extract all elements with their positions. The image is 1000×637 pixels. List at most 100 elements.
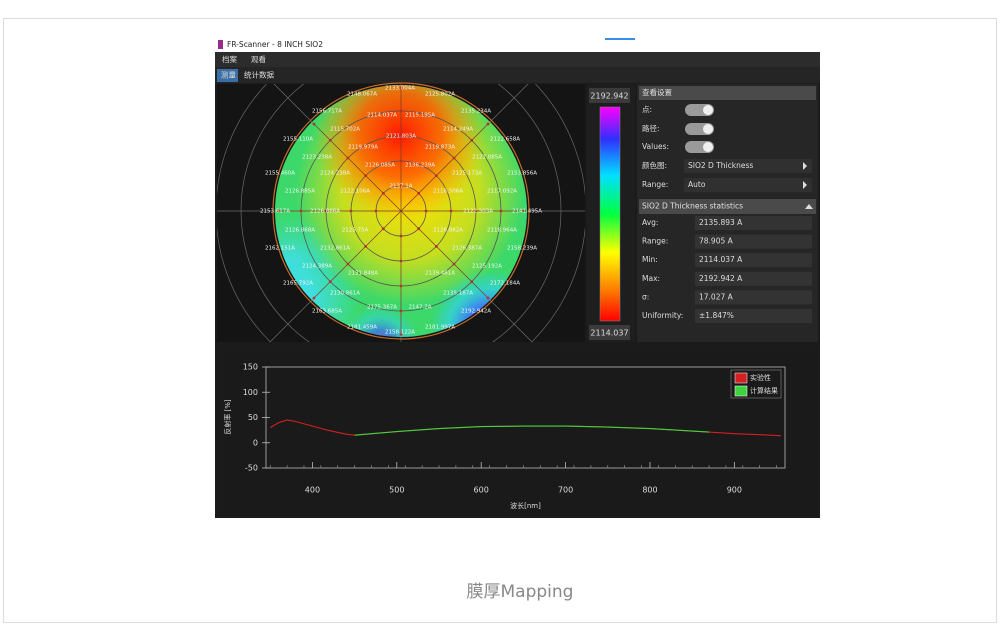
path-point [364, 174, 368, 178]
wafer-label: 2123.238A [302, 155, 332, 161]
path-point [399, 109, 403, 113]
title-bar [215, 37, 820, 52]
path-point [299, 209, 303, 213]
dropdown-arrow[interactable] [803, 162, 807, 170]
toggle-knob[interactable] [703, 142, 713, 152]
wafer-label: 2119.873A [425, 145, 455, 151]
stat-label: σ: [642, 292, 649, 301]
wafer-label: 2125.75A [342, 228, 369, 234]
path-point [452, 262, 456, 266]
menu-item[interactable]: 观看 [251, 55, 266, 64]
wafer-label: 2165.792A [283, 281, 313, 287]
x-tick-label: 600 [474, 486, 489, 495]
legend-label: 计算结果 [750, 386, 778, 395]
tab[interactable]: 统计数据 [244, 70, 274, 80]
path-point [399, 184, 403, 188]
scale-min: 2114.037 [590, 329, 628, 338]
path-point [381, 227, 385, 231]
wafer-label: 2126.868A [285, 228, 315, 234]
stat-label: Uniformity: [642, 311, 683, 320]
toggle-label: 点: [642, 105, 652, 114]
path-point [486, 122, 490, 126]
toggle-label: 路径: [642, 123, 660, 133]
scale-max-box [589, 88, 630, 103]
toggle-label: Values: [642, 142, 669, 151]
path-point [381, 191, 385, 195]
stat-label: Avg: [642, 218, 658, 227]
path-point [399, 234, 403, 238]
path-point [417, 191, 421, 195]
wafer-label: 2192.942A [461, 309, 491, 315]
path-point [449, 209, 453, 213]
wafer-label: 2122.106A [340, 189, 370, 195]
path-spoke [312, 210, 402, 300]
path-point [399, 86, 403, 90]
path-point [399, 159, 403, 163]
legend-label: 实验性 [750, 373, 771, 382]
wafer-label: 2119.979A [348, 145, 378, 151]
wafer-label: 2125.192A [472, 264, 502, 270]
tab[interactable]: 测量 [221, 71, 236, 80]
wafer-label: 2135.187A [443, 291, 473, 297]
wafer-label: 2126.885A [285, 189, 315, 195]
color-bar [599, 106, 621, 322]
wafer-label: 2175.367A [367, 305, 397, 311]
toggle-knob[interactable] [703, 105, 713, 115]
stat-label: Min: [642, 255, 658, 264]
dropdown[interactable] [684, 159, 812, 173]
stats-header[interactable] [639, 199, 816, 214]
dropdown-label: 颜色图: [642, 160, 667, 170]
x-tick-label: 800 [642, 486, 657, 495]
wafer-label: 2118.964A [487, 228, 517, 234]
scan-path [276, 86, 526, 336]
path-point [312, 122, 316, 126]
dropdown[interactable] [684, 178, 812, 192]
wafer-label: 2132.861A [320, 246, 350, 252]
legend-box [730, 369, 782, 399]
wafer-label: 2181.459A [347, 325, 377, 331]
collapse-icon[interactable] [805, 204, 813, 209]
legend-swatch [734, 372, 748, 384]
wafer-label: 2153.856A [507, 171, 537, 177]
wafer-label: 2162.151A [265, 246, 295, 252]
path-point [486, 296, 490, 300]
dropdown-arrow[interactable] [803, 181, 807, 189]
toggle-knob[interactable] [703, 124, 713, 134]
wafer-label: 2158.239A [507, 246, 537, 252]
stat-label: Max: [642, 274, 660, 283]
path-point [452, 156, 456, 160]
path-spoke [400, 122, 490, 212]
scale-max: 2192.942 [590, 92, 628, 101]
path-point [399, 332, 403, 336]
stat-value: 2192.942 A [699, 274, 743, 283]
path-point [346, 262, 350, 266]
wafer-label: 2124.389A [302, 264, 332, 270]
path-point [374, 209, 378, 213]
path-spoke [312, 122, 402, 212]
menu-bar [215, 52, 820, 67]
wafer-label: 2117.092A [487, 189, 517, 195]
wafer-label: 2147.2A [408, 305, 431, 311]
wafer-label: 2153.617A [260, 209, 290, 215]
path-point [522, 209, 526, 213]
wafer-label: 2155.460A [265, 171, 295, 177]
wafer-label: 2148.067A [347, 92, 377, 98]
wafer-label: 2141.495A [512, 209, 542, 215]
path-point [399, 284, 403, 288]
menu-item[interactable]: 档案 [222, 54, 237, 64]
caption: 膜厚Mapping [467, 582, 574, 602]
wafer-label: 2115.195A [405, 113, 435, 119]
stat-box [695, 253, 812, 268]
active-tab[interactable] [217, 69, 238, 82]
path-point [399, 259, 403, 263]
settings-header [639, 86, 816, 100]
wafer-label: 2115.702A [330, 127, 360, 133]
title-accent [605, 38, 635, 40]
wafer-label: 2126.085A [365, 163, 395, 169]
x-tick-label: 400 [305, 486, 320, 495]
wafer-label: 2133.004A [385, 86, 415, 92]
wafer-label: 2116.506A [433, 189, 463, 195]
path-point [434, 174, 438, 178]
wafer-labels: 2133.004A 2148.067A 2125.802A 2156.717A 2114… [260, 86, 542, 336]
